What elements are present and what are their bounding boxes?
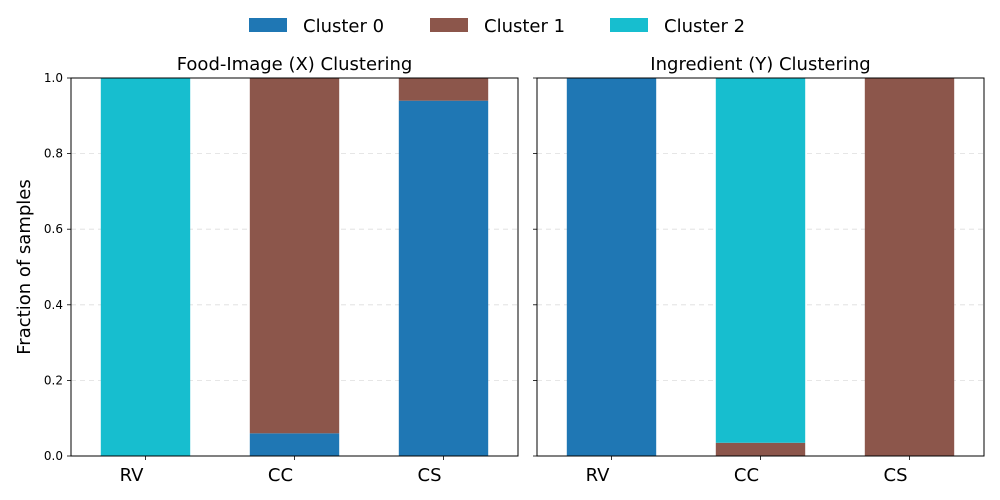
bar-cs-cluster-0 <box>398 100 489 457</box>
chart-panels: RV CC CS 0.0 0.2 0.4 0.6 0.8 1.0 Food-Image (X) C… <box>14 54 985 486</box>
plot-frame <box>536 77 985 457</box>
chart-panel-0: RV CC CS 0.0 0.2 0.4 0.6 0.8 1.0 Food-Image (X) C… <box>14 54 519 486</box>
legend-swatch-cluster-1 <box>430 18 468 32</box>
bar-cc-cluster-1 <box>715 442 806 456</box>
y-tick-label: 0.0 <box>44 449 63 463</box>
bar-cs-cluster-1 <box>398 78 489 101</box>
bar-cc-cluster-1 <box>249 78 340 434</box>
x-tick-label: RV <box>586 465 611 486</box>
y-tick-label: 0.8 <box>44 147 63 161</box>
chart-title: Ingredient (Y) Clustering <box>650 54 870 75</box>
chart-title: Food-Image (X) Clustering <box>177 54 413 75</box>
legend-label-cluster-1: Cluster 1 <box>484 16 565 37</box>
y-axis-label: Fraction of samples <box>14 179 35 354</box>
x-tick-label: CC <box>734 465 759 486</box>
x-tick-label: CC <box>268 465 293 486</box>
y-tick-label: 1.0 <box>44 71 63 85</box>
bar-cc-cluster-0 <box>249 433 340 456</box>
legend-label-cluster-0: Cluster 0 <box>303 16 384 37</box>
x-tick-label: RV <box>120 465 145 486</box>
bar-rv-cluster-0 <box>566 78 657 456</box>
x-tick-label: CS <box>884 465 908 486</box>
y-tick-label: 0.4 <box>44 298 63 312</box>
y-tick-label: 0.6 <box>44 222 63 236</box>
legend-swatch-cluster-0 <box>249 18 287 32</box>
plot-frame <box>70 77 519 457</box>
y-tick-label: 0.2 <box>44 373 63 387</box>
legend-label-cluster-2: Cluster 2 <box>664 16 745 37</box>
chart-panel-1: RV CC CS Ingredient (Y) Clustering <box>533 54 985 486</box>
legend-swatch-cluster-2 <box>610 18 648 32</box>
bar-cc-cluster-2 <box>715 78 806 443</box>
bar-rv-cluster-2 <box>100 78 191 456</box>
x-tick-label: CS <box>418 465 442 486</box>
legend: Cluster 0 Cluster 1 Cluster 2 <box>249 16 745 37</box>
bar-cs-cluster-1 <box>864 78 955 456</box>
